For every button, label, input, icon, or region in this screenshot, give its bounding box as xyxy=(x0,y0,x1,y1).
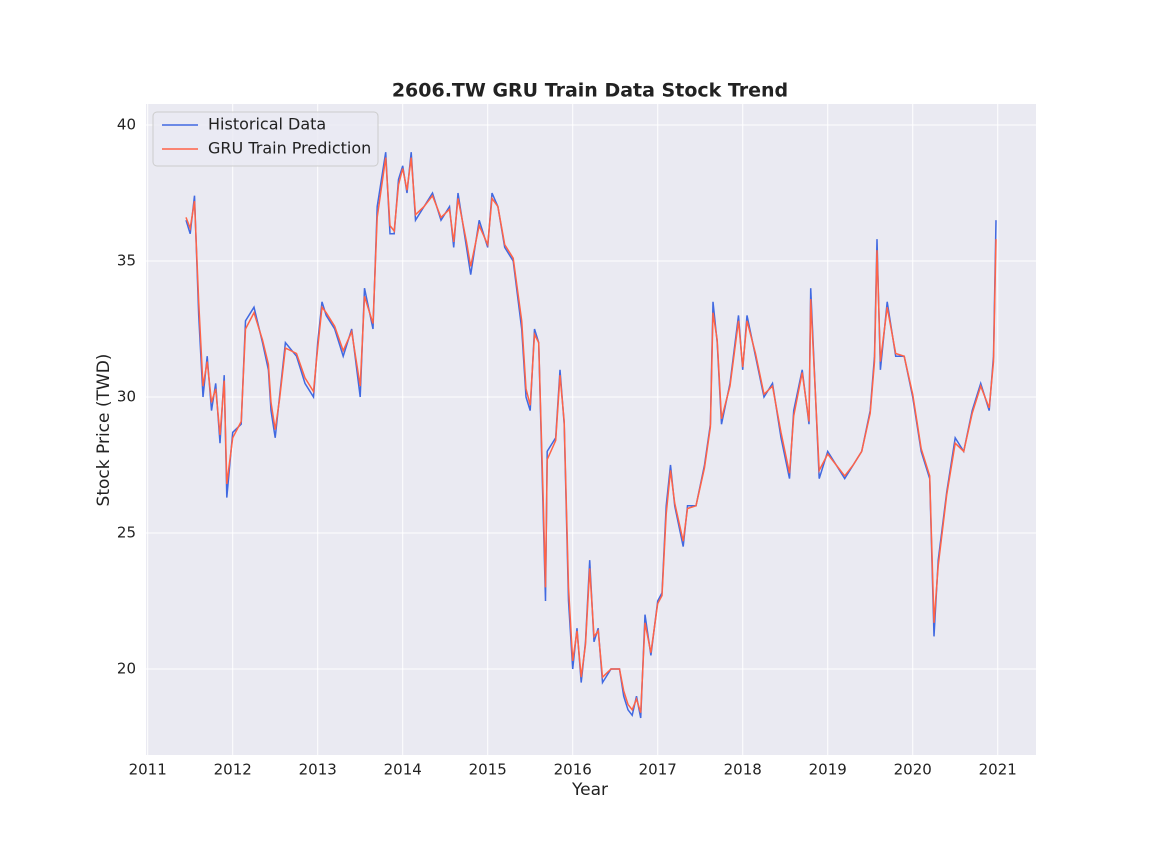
x-tick-label: 2012 xyxy=(214,761,252,779)
plot-area xyxy=(146,104,1036,755)
x-tick-label: 2016 xyxy=(554,761,592,779)
legend-box xyxy=(152,111,379,167)
y-tick-label: 30 xyxy=(117,387,136,405)
legend-label: GRU Train Prediction xyxy=(208,139,371,158)
x-tick-label: 2021 xyxy=(979,761,1017,779)
x-tick-label: 2017 xyxy=(639,761,677,779)
x-tick-label: 2019 xyxy=(809,761,847,779)
x-tick-label: 2011 xyxy=(129,761,167,779)
y-tick-label: 25 xyxy=(117,524,136,542)
x-tick-label: 2015 xyxy=(469,761,507,779)
x-tick-label: 2013 xyxy=(299,761,337,779)
series-line xyxy=(185,157,997,713)
y-tick-label: 35 xyxy=(117,251,136,269)
y-tick-label: 20 xyxy=(117,660,136,678)
x-tick-label: 2020 xyxy=(894,761,932,779)
x-axis-label: Year xyxy=(571,780,608,800)
x-tick-label: 2018 xyxy=(724,761,762,779)
y-tick-label: 40 xyxy=(117,115,136,133)
chart-title: 2606.TW GRU Train Data Stock Trend xyxy=(392,80,788,102)
y-axis-label: Stock Price (TWD) xyxy=(94,354,114,507)
x-tick-label: 2014 xyxy=(384,761,422,779)
legend-label: Historical Data xyxy=(208,115,326,134)
